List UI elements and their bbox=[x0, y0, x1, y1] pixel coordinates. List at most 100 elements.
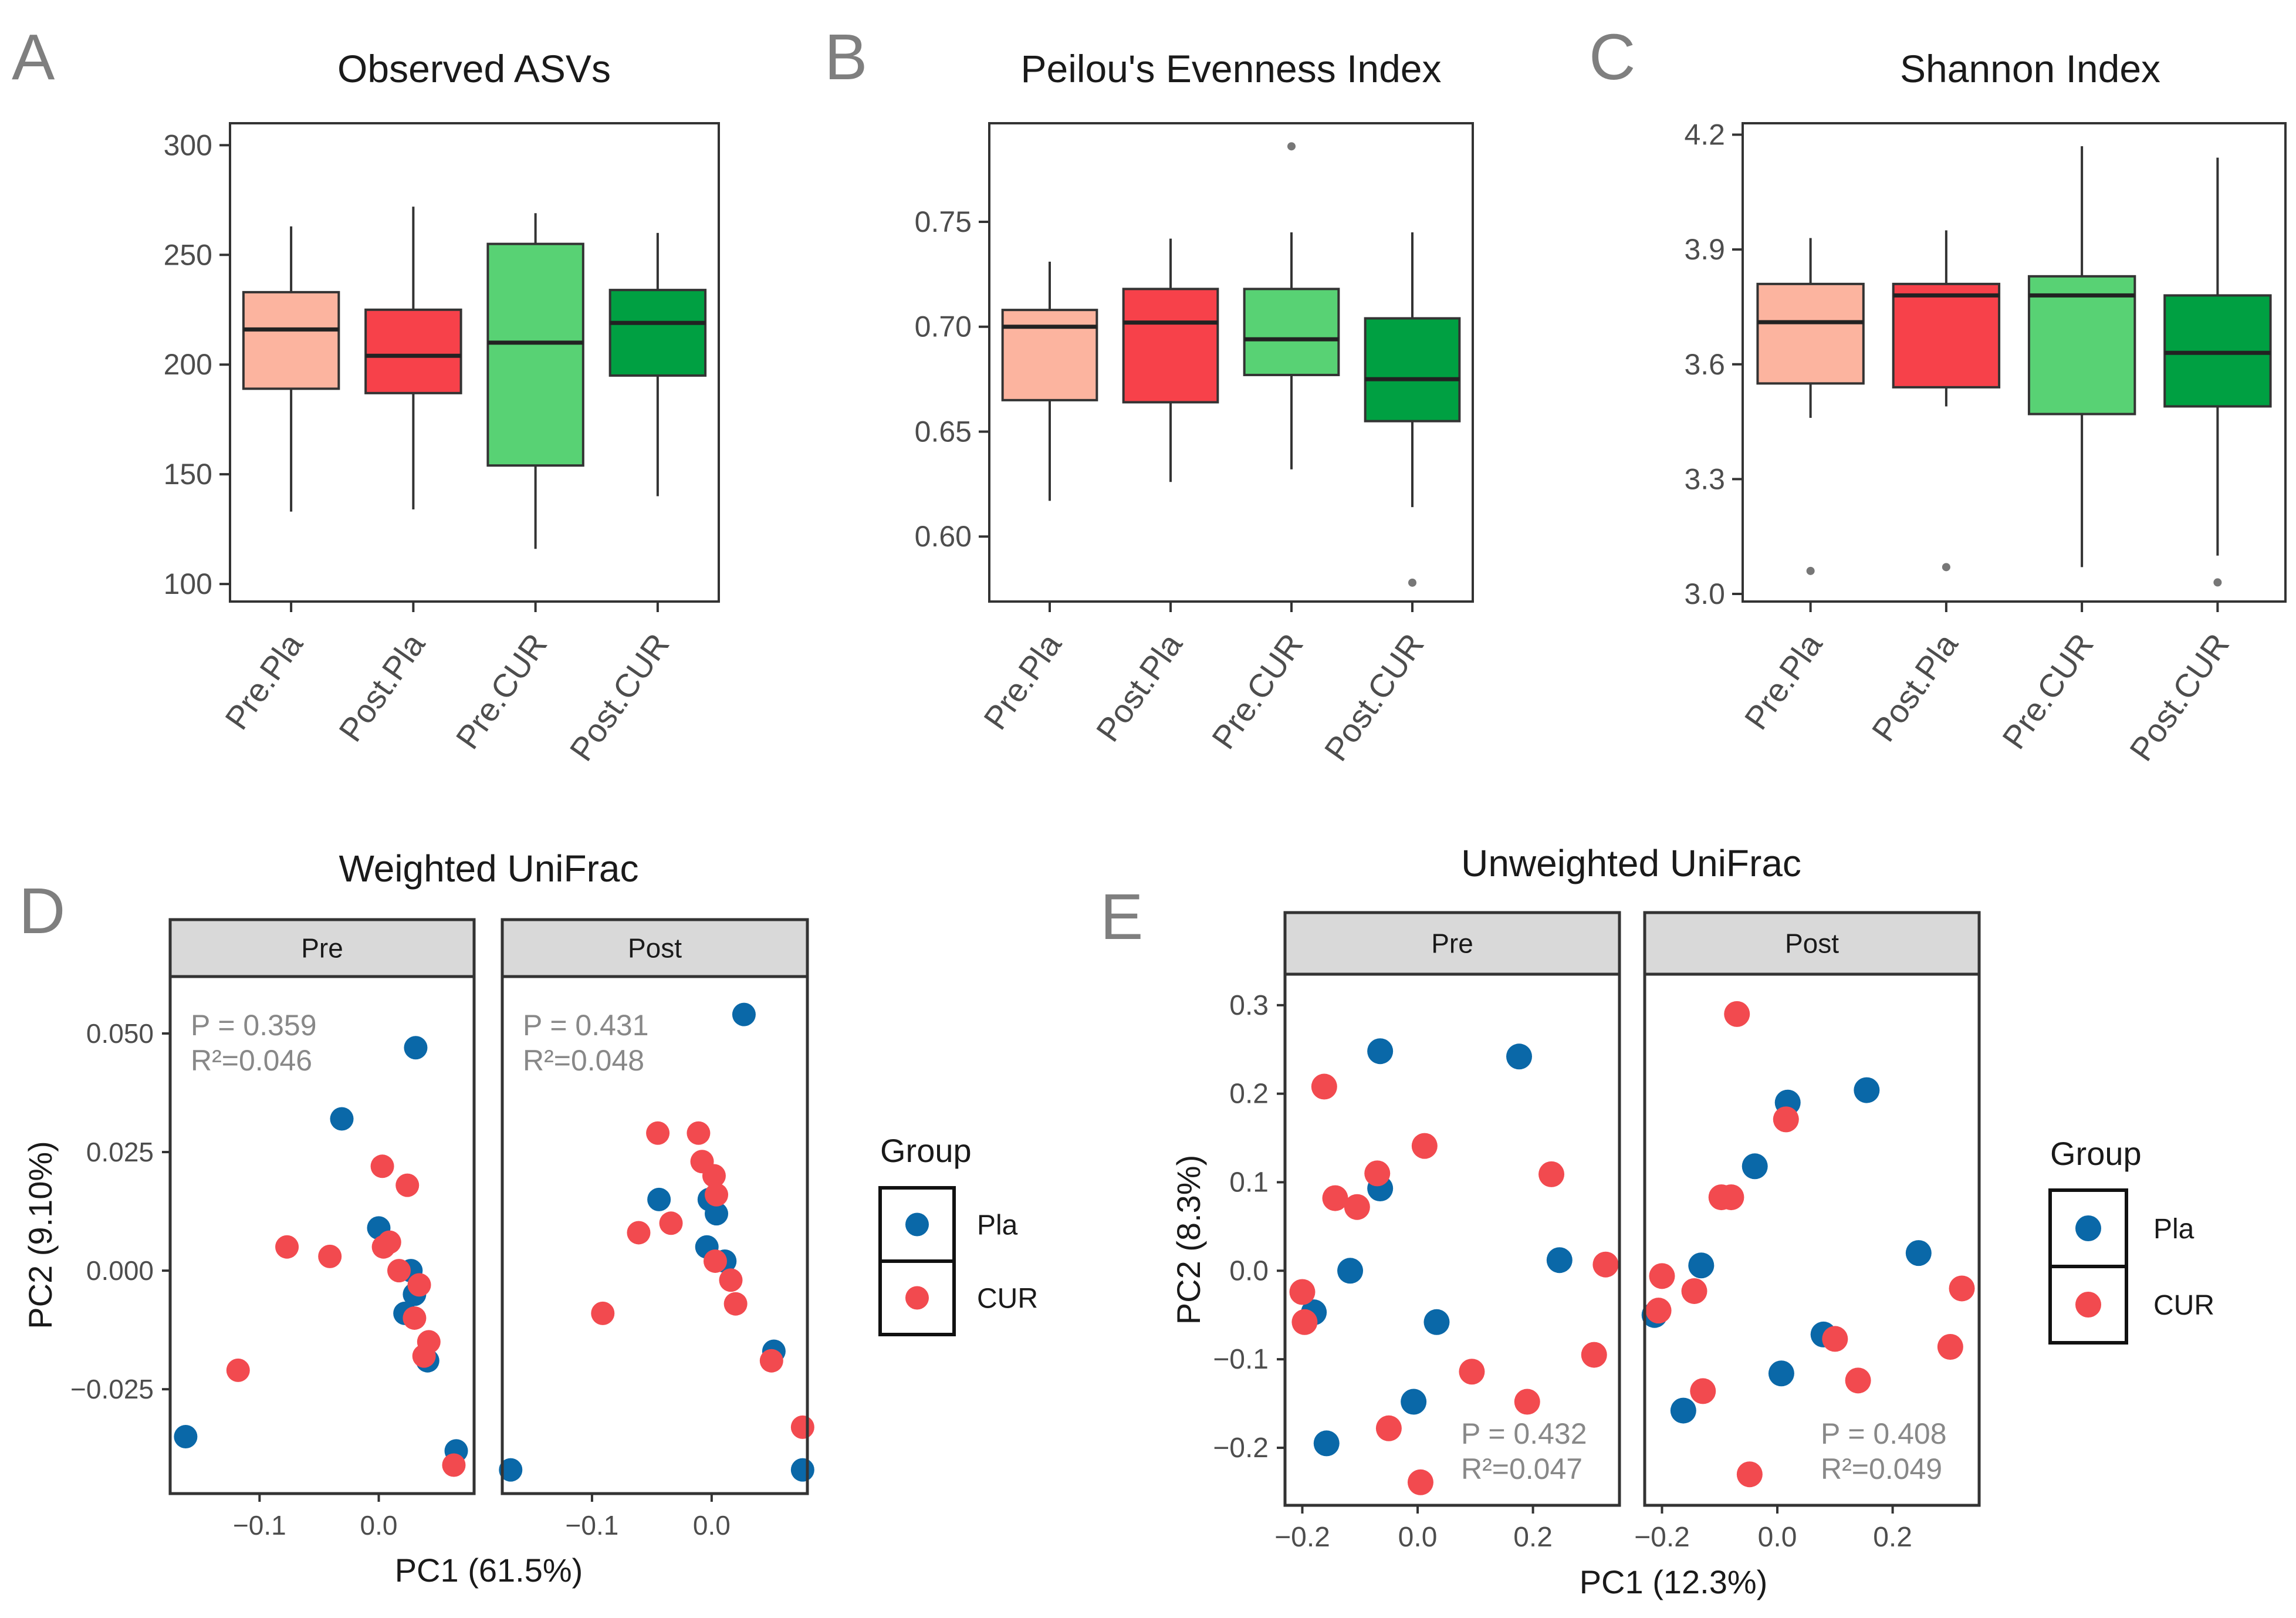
box-pre-pla bbox=[242, 226, 340, 512]
scatter-point-cur bbox=[703, 1249, 727, 1273]
box-post-pla bbox=[1122, 238, 1219, 482]
y-axis-label: PC2 (8.3%) bbox=[1170, 1155, 1207, 1325]
scatter-point-pla bbox=[647, 1187, 671, 1211]
scatter-point-pla bbox=[1401, 1389, 1427, 1415]
facet-strip-label: Post bbox=[628, 933, 682, 964]
y-tick-label: 0.75 bbox=[915, 205, 972, 238]
box-iqr bbox=[2027, 275, 2136, 416]
panel-letter-E: E bbox=[1100, 881, 1143, 953]
scatter-point-cur bbox=[1311, 1073, 1337, 1100]
x-tick-label: Post.Pla bbox=[1089, 626, 1190, 748]
box-pre-pla bbox=[1001, 261, 1098, 501]
y-tick-label: 0.025 bbox=[86, 1137, 154, 1167]
x-tick-label: −0.1 bbox=[566, 1510, 619, 1541]
x-tick-label: Post.Pla bbox=[1864, 626, 1965, 748]
box-pre-cur bbox=[2027, 146, 2136, 568]
scatter-point-pla bbox=[1742, 1153, 1768, 1180]
chart-title-D: Weighted UniFrac bbox=[339, 847, 638, 890]
stat-r2-value: R²=0.047 bbox=[1461, 1453, 1582, 1485]
scatter-point-cur bbox=[442, 1453, 466, 1477]
facet-frame bbox=[168, 975, 476, 1495]
x-tick-label: 0.0 bbox=[693, 1510, 731, 1541]
scatter-point-pla bbox=[1367, 1038, 1394, 1065]
panel-letter-C: C bbox=[1589, 21, 1635, 93]
panel-letter-B: B bbox=[824, 21, 867, 93]
x-tick-label: 0.0 bbox=[1398, 1522, 1438, 1553]
y-tick-label: 3.6 bbox=[1684, 348, 1725, 381]
outlier-point bbox=[1287, 142, 1296, 151]
box-iqr bbox=[1122, 288, 1219, 404]
plot-frame-A bbox=[229, 122, 720, 603]
facet-strip bbox=[1283, 911, 1621, 976]
y-tick-label: 0.60 bbox=[915, 520, 972, 553]
scatter-point-cur bbox=[1581, 1342, 1607, 1368]
scatter-point-cur bbox=[1344, 1194, 1370, 1220]
y-tick-label: 0.3 bbox=[1229, 990, 1269, 1021]
legend-title: Group bbox=[880, 1132, 972, 1169]
x-tick-label: Pre.CUR bbox=[1205, 627, 1310, 756]
scatter-point-cur bbox=[1411, 1133, 1438, 1159]
scatter-point-pla bbox=[404, 1036, 428, 1060]
box-post-cur bbox=[2163, 157, 2272, 587]
y-tick-label: 0.000 bbox=[86, 1255, 154, 1286]
scatter-point-cur bbox=[646, 1121, 670, 1145]
scatter-point-cur bbox=[370, 1154, 394, 1178]
scatter-point-pla bbox=[1313, 1430, 1340, 1457]
stat-r2-value: R²=0.049 bbox=[1821, 1453, 1942, 1485]
scatter-point-cur bbox=[1514, 1389, 1540, 1415]
scatter-point-cur bbox=[1289, 1279, 1316, 1305]
scatter-point-cur bbox=[1459, 1359, 1485, 1385]
scatter-point-cur bbox=[702, 1164, 726, 1188]
scatter-point-cur bbox=[407, 1273, 431, 1297]
scatter-point-cur bbox=[1681, 1278, 1707, 1304]
scatter-points-post bbox=[1641, 1001, 1975, 1488]
x-tick-label: −0.1 bbox=[233, 1510, 286, 1541]
y-tick-label: 150 bbox=[164, 458, 212, 491]
scatter-point-cur bbox=[1937, 1334, 1963, 1360]
facet-strip-label: Pre bbox=[301, 933, 343, 964]
scatter-points-post bbox=[499, 1002, 814, 1482]
x-tick-label: Pre.Pla bbox=[976, 626, 1068, 736]
legend-label-cur: CUR bbox=[977, 1283, 1038, 1315]
legend-label-pla: Pla bbox=[2153, 1214, 2194, 1245]
scatter-point-cur bbox=[1364, 1160, 1391, 1187]
y-tick-label: 0.65 bbox=[915, 415, 972, 448]
scatter-point-cur bbox=[1690, 1378, 1716, 1404]
y-tick-label: −0.1 bbox=[1213, 1344, 1269, 1375]
scatter-point-pla bbox=[1506, 1043, 1532, 1070]
x-tick-label: 0.0 bbox=[1758, 1522, 1797, 1553]
stat-p-value: P = 0.431 bbox=[523, 1009, 649, 1042]
legend-key-pla bbox=[2075, 1215, 2101, 1241]
facet-strip bbox=[501, 918, 809, 978]
y-tick-label: −0.2 bbox=[1213, 1433, 1269, 1464]
scatter-point-cur bbox=[591, 1301, 615, 1325]
x-tick-label: −0.2 bbox=[1274, 1522, 1330, 1553]
panel-letter-A: A bbox=[12, 21, 55, 93]
scatter-point-pla bbox=[1854, 1077, 1880, 1103]
y-tick-label: 3.3 bbox=[1684, 462, 1725, 495]
stat-p-value: P = 0.432 bbox=[1461, 1417, 1587, 1450]
x-tick-label: Pre.Pla bbox=[1737, 626, 1830, 736]
y-tick-label: −0.025 bbox=[70, 1374, 154, 1404]
box-iqr bbox=[1892, 282, 2001, 389]
scatter-point-pla bbox=[1688, 1252, 1715, 1279]
panel-letter-D: D bbox=[19, 875, 65, 947]
scatter-point-cur bbox=[759, 1349, 783, 1373]
facet-frame bbox=[1283, 972, 1621, 1507]
scatter-point-cur bbox=[1538, 1161, 1565, 1187]
chart-title-A: Observed ASVs bbox=[337, 47, 611, 90]
scatter-point-cur bbox=[1322, 1185, 1348, 1211]
scatter-point-cur bbox=[1592, 1251, 1619, 1278]
box-iqr bbox=[242, 291, 340, 390]
scatter-point-cur bbox=[1291, 1309, 1318, 1335]
legend-key-box bbox=[2048, 1265, 2128, 1345]
x-tick-label: Pre.CUR bbox=[448, 627, 554, 756]
y-tick-label: 200 bbox=[164, 348, 212, 381]
box-iqr bbox=[486, 242, 584, 467]
legend-key-cur bbox=[2075, 1292, 2101, 1318]
stat-p-value: P = 0.408 bbox=[1821, 1417, 1947, 1450]
chart-title-C: Shannon Index bbox=[1900, 47, 2160, 90]
outlier-point bbox=[2213, 578, 2222, 587]
box-post-cur bbox=[608, 232, 707, 496]
x-tick-label: Post.CUR bbox=[562, 627, 676, 768]
